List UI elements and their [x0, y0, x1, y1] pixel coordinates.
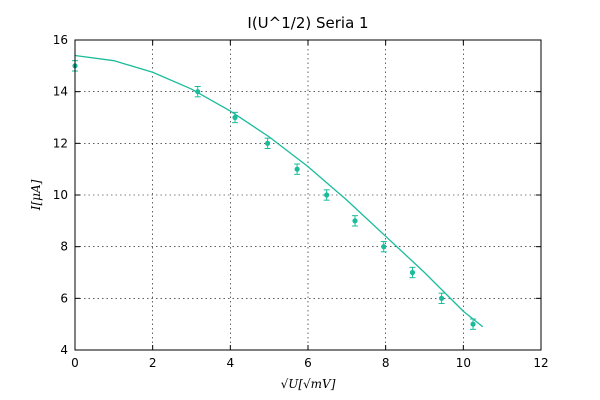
y-axis-label: I[μA] [29, 179, 43, 211]
data-point [323, 189, 330, 201]
y-tick-label: 4 [60, 343, 68, 357]
data-marker [232, 114, 238, 121]
grid [75, 40, 541, 350]
y-tick-label: 10 [53, 188, 68, 202]
data-point [264, 137, 271, 149]
x-axis-label: √U[√mV] [281, 377, 336, 391]
data-point [470, 318, 477, 330]
data-point [294, 163, 301, 175]
x-tick-label: 6 [304, 356, 312, 370]
y-tick-label: 16 [53, 33, 68, 47]
data-marker [324, 192, 330, 198]
data-marker [195, 89, 201, 95]
data-marker [409, 269, 416, 276]
data-marker [352, 218, 358, 224]
x-tick-label: 0 [71, 356, 79, 370]
y-tick-label: 14 [53, 85, 68, 99]
fit-line [74, 54, 484, 328]
data-point [438, 292, 445, 304]
data-point [380, 241, 387, 253]
fit-line-layer [74, 54, 484, 328]
y-tick-label: 12 [53, 136, 68, 150]
data-points-layer [72, 60, 477, 330]
y-tick-label: 6 [60, 291, 68, 305]
data-point [194, 86, 201, 98]
data-marker [470, 321, 476, 327]
axis-ticks: 0 2 4 6 8 10 12 4 6 8 10 12 14 16 [53, 33, 549, 370]
x-tick-label: 2 [149, 356, 157, 370]
y-tick-label: 8 [60, 240, 68, 254]
x-tick-label: 10 [456, 356, 471, 370]
chart-title: I(U^1/2) Seria 1 [247, 14, 368, 32]
data-marker [381, 244, 387, 250]
data-point [231, 111, 238, 124]
x-tick-label: 12 [533, 356, 548, 370]
data-point [409, 266, 416, 279]
data-marker [265, 140, 271, 146]
x-tick-label: 4 [227, 356, 235, 370]
data-marker [438, 295, 445, 301]
data-marker [294, 166, 300, 172]
x-tick-label: 8 [382, 356, 390, 370]
data-point [351, 215, 358, 227]
